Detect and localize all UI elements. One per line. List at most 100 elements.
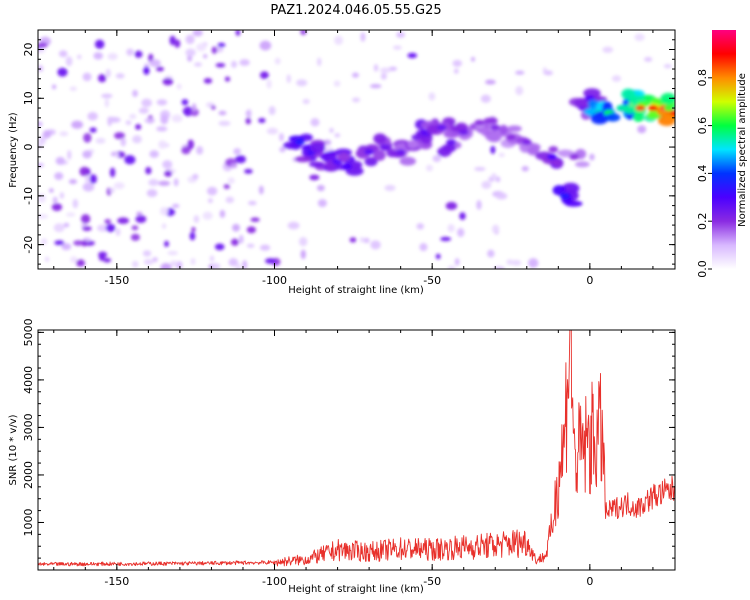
spectral-blob bbox=[89, 174, 97, 184]
spectral-blob bbox=[352, 97, 361, 103]
spectral-blob bbox=[93, 52, 103, 60]
spectral-blob bbox=[334, 133, 341, 138]
colorbar-tick-label: 0.6 bbox=[696, 117, 709, 135]
x-tick-label: -150 bbox=[104, 575, 129, 588]
spectral-blob bbox=[258, 185, 264, 195]
spectral-blob bbox=[196, 43, 207, 52]
spectral-blob bbox=[384, 184, 396, 192]
x-tick-label: -50 bbox=[423, 575, 441, 588]
x-tick-label: -150 bbox=[104, 274, 129, 287]
x-tick-label: -100 bbox=[262, 575, 287, 588]
spectral-blob bbox=[637, 125, 647, 134]
spectral-blob bbox=[40, 238, 48, 245]
spectral-blob bbox=[511, 259, 522, 266]
spectral-blob bbox=[162, 160, 173, 169]
spectral-blob bbox=[66, 212, 76, 217]
spectral-blob bbox=[55, 156, 65, 165]
spectral-blob bbox=[492, 224, 500, 234]
spectral-blob bbox=[219, 209, 226, 218]
spectral-blob bbox=[192, 103, 197, 113]
spectral-blob bbox=[130, 233, 140, 241]
spectral-blob bbox=[317, 57, 322, 67]
spectral-blob bbox=[322, 151, 337, 163]
y-tick-label: 20 bbox=[22, 43, 35, 57]
spectral-blob bbox=[227, 177, 235, 184]
spectral-blob bbox=[176, 83, 182, 90]
spectral-blob bbox=[334, 35, 344, 45]
spectral-blob bbox=[300, 30, 307, 36]
spectral-blob bbox=[59, 192, 65, 199]
spectral-blob bbox=[80, 214, 91, 224]
spectral-blob bbox=[158, 180, 171, 186]
spectral-blob bbox=[115, 228, 121, 236]
spectral-blob bbox=[159, 206, 169, 216]
spectral-blob bbox=[556, 149, 574, 157]
spectral-blob bbox=[476, 199, 482, 210]
spectral-blob bbox=[495, 192, 508, 200]
spectral-blob bbox=[493, 266, 505, 269]
spectral-blob bbox=[490, 124, 501, 131]
spectral-blob bbox=[279, 133, 284, 142]
spectral-blob bbox=[142, 250, 152, 257]
spectral-blob bbox=[447, 265, 456, 269]
spectral-blob bbox=[246, 243, 255, 248]
spectral-blob bbox=[228, 258, 239, 267]
spectral-blob bbox=[447, 224, 455, 233]
spectral-blob bbox=[317, 199, 327, 208]
spectral-blob bbox=[235, 30, 241, 36]
spectral-blob bbox=[407, 52, 418, 59]
spectral-blob bbox=[336, 153, 351, 162]
spectral-blob bbox=[114, 132, 125, 140]
spectral-blob bbox=[85, 174, 90, 184]
y-tick-label: 5000 bbox=[22, 318, 35, 346]
spectral-blob bbox=[480, 94, 491, 103]
spectral-blob bbox=[399, 156, 416, 166]
spectral-blob bbox=[218, 110, 227, 116]
x-tick-label: 0 bbox=[586, 575, 593, 588]
spectral-blob bbox=[298, 237, 308, 247]
spectral-blob bbox=[635, 105, 646, 112]
spectral-blob bbox=[136, 211, 143, 216]
spectral-blob bbox=[53, 223, 65, 233]
spectral-blob bbox=[101, 93, 113, 99]
spectral-blob bbox=[120, 137, 127, 147]
spectral-blob bbox=[250, 217, 260, 222]
spectral-blob bbox=[623, 104, 637, 114]
spectral-blob bbox=[646, 112, 660, 120]
spectral-blob bbox=[309, 174, 320, 181]
spectral-blob bbox=[82, 182, 95, 192]
spectral-blob bbox=[167, 250, 179, 256]
spectral-blob bbox=[94, 39, 105, 49]
spectral-blob bbox=[633, 112, 644, 123]
spectral-blob bbox=[190, 258, 196, 265]
spectral-blob bbox=[38, 65, 44, 72]
spectral-blob bbox=[351, 72, 360, 78]
spectral-blob bbox=[515, 86, 524, 96]
spectral-blob bbox=[58, 50, 68, 58]
spectral-blob bbox=[223, 184, 230, 190]
spectral-blob bbox=[143, 66, 150, 75]
spectral-blob bbox=[211, 262, 221, 269]
snr-frame bbox=[37, 329, 676, 571]
spectral-blob bbox=[487, 249, 495, 258]
spectral-blob bbox=[521, 139, 532, 146]
spectral-blob bbox=[515, 70, 525, 75]
spectral-blob bbox=[426, 164, 433, 172]
spectral-blob bbox=[259, 244, 271, 251]
spectral-blob bbox=[131, 225, 139, 231]
spectral-blob bbox=[59, 131, 69, 137]
spectral-blob bbox=[164, 170, 173, 177]
spectral-blob bbox=[559, 192, 570, 199]
spectral-blob bbox=[316, 184, 325, 192]
spectral-blob bbox=[203, 54, 208, 59]
spectral-blob bbox=[191, 226, 196, 232]
snr-plot: -150 -100 -50 0 1000 2000 3000 4000 5000 Height … bbox=[8, 318, 676, 595]
spectral-blob bbox=[82, 72, 92, 82]
spectral-blob bbox=[113, 182, 125, 190]
spectral-blob bbox=[498, 152, 505, 158]
figure-title: PAZ1.2024.046.05.55.G25 bbox=[270, 3, 441, 18]
spectral-blob bbox=[143, 259, 154, 265]
spectral-blob bbox=[308, 161, 325, 168]
spectral-blob bbox=[259, 71, 269, 79]
